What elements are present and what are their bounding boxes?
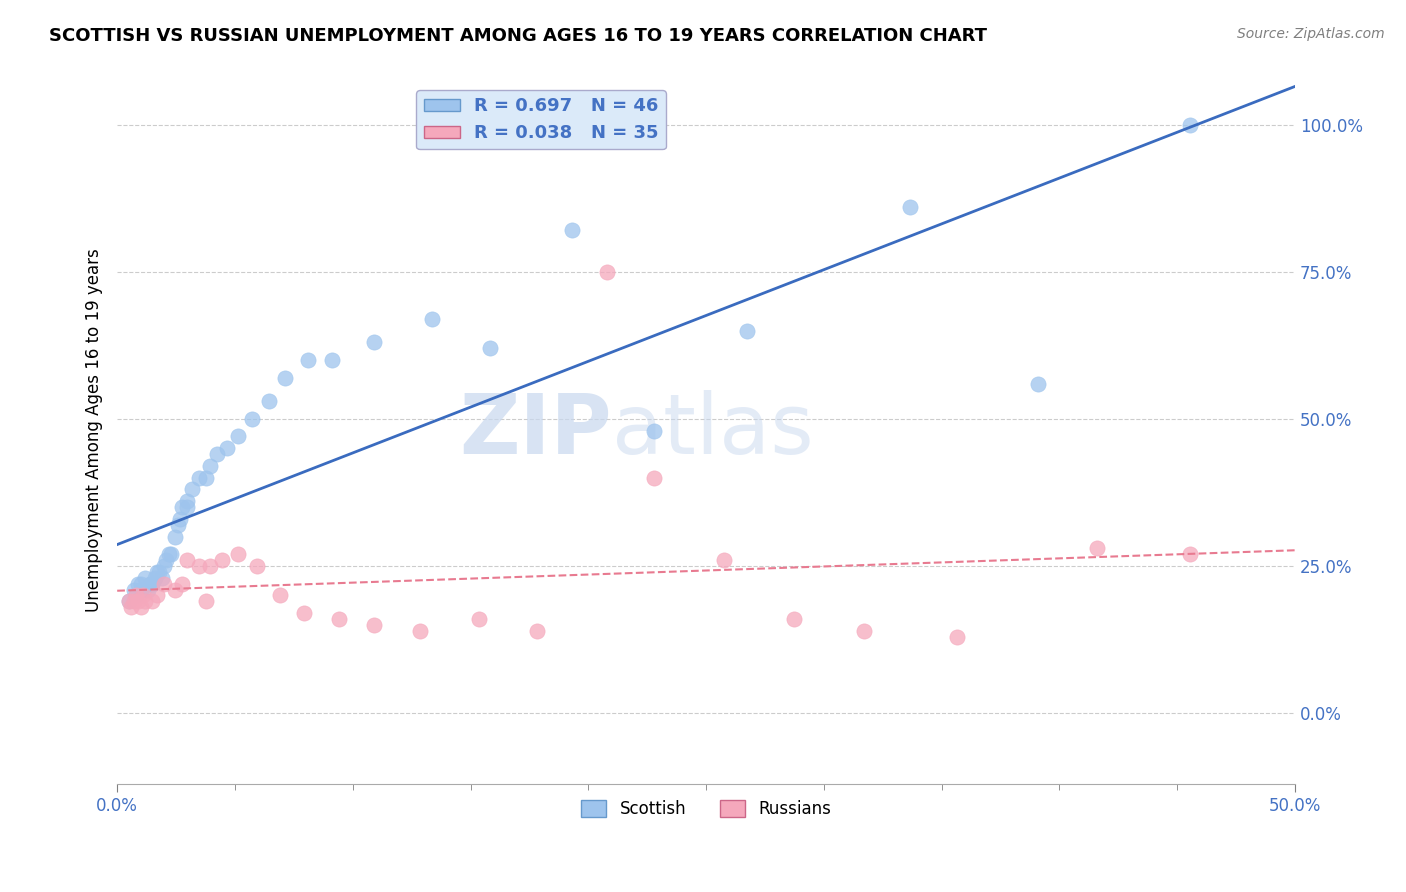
Point bbox=[1028, 376, 1050, 391]
Point bbox=[166, 517, 188, 532]
Point bbox=[1178, 547, 1201, 561]
Point bbox=[146, 565, 169, 579]
Point bbox=[211, 553, 233, 567]
Point bbox=[735, 324, 758, 338]
Point bbox=[194, 594, 217, 608]
Point bbox=[160, 547, 183, 561]
Point bbox=[153, 576, 176, 591]
Point bbox=[228, 429, 250, 443]
Point bbox=[898, 200, 921, 214]
Point bbox=[596, 265, 619, 279]
Point bbox=[141, 576, 163, 591]
Point bbox=[297, 353, 319, 368]
Point bbox=[526, 624, 548, 638]
Point bbox=[165, 582, 187, 597]
Text: atlas: atlas bbox=[612, 390, 814, 471]
Point bbox=[146, 588, 169, 602]
Point bbox=[257, 394, 280, 409]
Point bbox=[321, 353, 343, 368]
Point bbox=[125, 588, 148, 602]
Point bbox=[1085, 541, 1108, 556]
Point bbox=[120, 600, 142, 615]
Point bbox=[127, 594, 149, 608]
Point bbox=[118, 594, 141, 608]
Point bbox=[150, 571, 173, 585]
Point bbox=[467, 612, 489, 626]
Point bbox=[172, 576, 194, 591]
Point bbox=[143, 571, 166, 585]
Point bbox=[125, 588, 148, 602]
Point bbox=[139, 576, 162, 591]
Point bbox=[134, 571, 156, 585]
Point bbox=[176, 494, 198, 508]
Point bbox=[127, 576, 149, 591]
Point bbox=[129, 582, 152, 597]
Point bbox=[122, 582, 145, 597]
Point bbox=[200, 558, 222, 573]
Point bbox=[129, 576, 152, 591]
Point bbox=[479, 341, 502, 355]
Point bbox=[561, 223, 583, 237]
Point bbox=[153, 558, 176, 573]
Point bbox=[176, 553, 198, 567]
Point bbox=[141, 594, 163, 608]
Point bbox=[215, 442, 238, 456]
Point bbox=[165, 529, 187, 543]
Point bbox=[1178, 118, 1201, 132]
Point bbox=[187, 471, 209, 485]
Point bbox=[122, 594, 145, 608]
Point bbox=[274, 370, 297, 384]
Y-axis label: Unemployment Among Ages 16 to 19 years: Unemployment Among Ages 16 to 19 years bbox=[86, 249, 103, 613]
Point bbox=[228, 547, 250, 561]
Point bbox=[420, 311, 443, 326]
Point bbox=[643, 424, 665, 438]
Point bbox=[852, 624, 875, 638]
Point bbox=[242, 412, 264, 426]
Point bbox=[180, 483, 202, 497]
Point bbox=[409, 624, 432, 638]
Point bbox=[363, 617, 385, 632]
Point bbox=[176, 500, 198, 515]
Text: Source: ZipAtlas.com: Source: ZipAtlas.com bbox=[1237, 27, 1385, 41]
Point bbox=[136, 582, 159, 597]
Point bbox=[643, 471, 665, 485]
Point bbox=[118, 594, 141, 608]
Point bbox=[187, 558, 209, 573]
Point bbox=[200, 458, 222, 473]
Legend: Scottish, Russians: Scottish, Russians bbox=[575, 793, 838, 825]
Point bbox=[148, 565, 170, 579]
Point bbox=[292, 606, 315, 620]
Point bbox=[363, 335, 385, 350]
Point bbox=[194, 471, 217, 485]
Point bbox=[328, 612, 350, 626]
Point bbox=[713, 553, 735, 567]
Point bbox=[169, 512, 191, 526]
Point bbox=[157, 547, 180, 561]
Point bbox=[129, 600, 152, 615]
Point bbox=[172, 500, 194, 515]
Point bbox=[155, 553, 177, 567]
Point bbox=[946, 630, 969, 644]
Point bbox=[782, 612, 804, 626]
Point bbox=[269, 588, 291, 602]
Point bbox=[141, 576, 163, 591]
Text: ZIP: ZIP bbox=[460, 390, 612, 471]
Point bbox=[246, 558, 269, 573]
Text: SCOTTISH VS RUSSIAN UNEMPLOYMENT AMONG AGES 16 TO 19 YEARS CORRELATION CHART: SCOTTISH VS RUSSIAN UNEMPLOYMENT AMONG A… bbox=[49, 27, 987, 45]
Point bbox=[134, 594, 156, 608]
Point bbox=[207, 447, 229, 461]
Point bbox=[132, 588, 155, 602]
